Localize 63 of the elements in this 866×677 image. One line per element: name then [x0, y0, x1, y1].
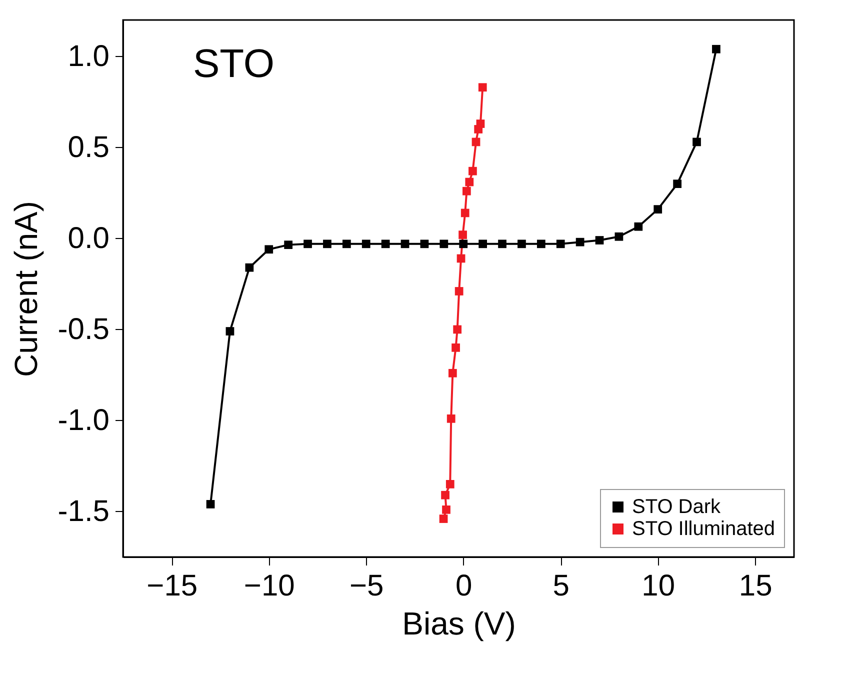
point	[439, 514, 448, 523]
point	[460, 208, 470, 218]
x-tick-label: −5	[350, 570, 384, 602]
x-tick-label: −10	[244, 570, 295, 602]
point	[446, 414, 456, 423]
point	[556, 240, 565, 248]
point	[614, 232, 624, 241]
point	[692, 138, 701, 146]
point	[206, 500, 215, 508]
point	[342, 240, 351, 248]
x-axis-title: Bias (V)	[402, 606, 516, 642]
point	[381, 240, 390, 248]
point	[458, 230, 467, 239]
y-tick-label: -1.5	[58, 494, 110, 528]
point	[304, 240, 312, 248]
legend-label: STO Dark	[632, 496, 722, 518]
point	[478, 240, 487, 248]
point	[498, 240, 506, 248]
point	[654, 205, 662, 214]
point	[420, 240, 429, 248]
x-tick-label: 0	[456, 570, 472, 602]
point	[634, 222, 643, 231]
point	[456, 254, 466, 263]
point	[462, 186, 471, 196]
point	[452, 343, 460, 352]
point	[459, 240, 468, 248]
point	[441, 490, 450, 500]
point	[440, 240, 448, 248]
y-tick-label: 0.5	[68, 130, 110, 164]
point	[474, 125, 483, 134]
point	[454, 287, 464, 296]
point	[465, 178, 474, 186]
legend-label: STO Illuminated	[632, 518, 776, 540]
point	[264, 245, 274, 254]
x-tick-label: 10	[642, 570, 676, 602]
point	[472, 138, 480, 146]
annotation: STO	[193, 42, 275, 86]
x-tick-label: −15	[146, 570, 198, 602]
point	[400, 240, 410, 248]
point	[712, 44, 720, 54]
point	[442, 505, 450, 514]
y-tick-label: 1.0	[68, 40, 110, 73]
point	[518, 240, 526, 248]
point	[673, 180, 682, 188]
point	[362, 240, 370, 248]
point	[576, 238, 584, 246]
point	[468, 166, 477, 176]
point	[536, 240, 546, 248]
point	[245, 263, 254, 272]
y-tick-label: 0.0	[68, 222, 110, 255]
point	[453, 325, 462, 334]
y-tick-label: -0.5	[58, 312, 110, 346]
point	[446, 480, 454, 488]
point	[323, 240, 332, 248]
y-axis-title: Current (nA)	[8, 200, 44, 378]
point	[226, 327, 234, 336]
point	[284, 240, 293, 249]
x-tick-label: 15	[738, 570, 772, 602]
y-tick-label: -1.0	[58, 404, 110, 437]
point	[478, 83, 487, 92]
point	[595, 236, 604, 244]
point	[448, 368, 457, 378]
x-tick-label: 5	[552, 570, 570, 602]
